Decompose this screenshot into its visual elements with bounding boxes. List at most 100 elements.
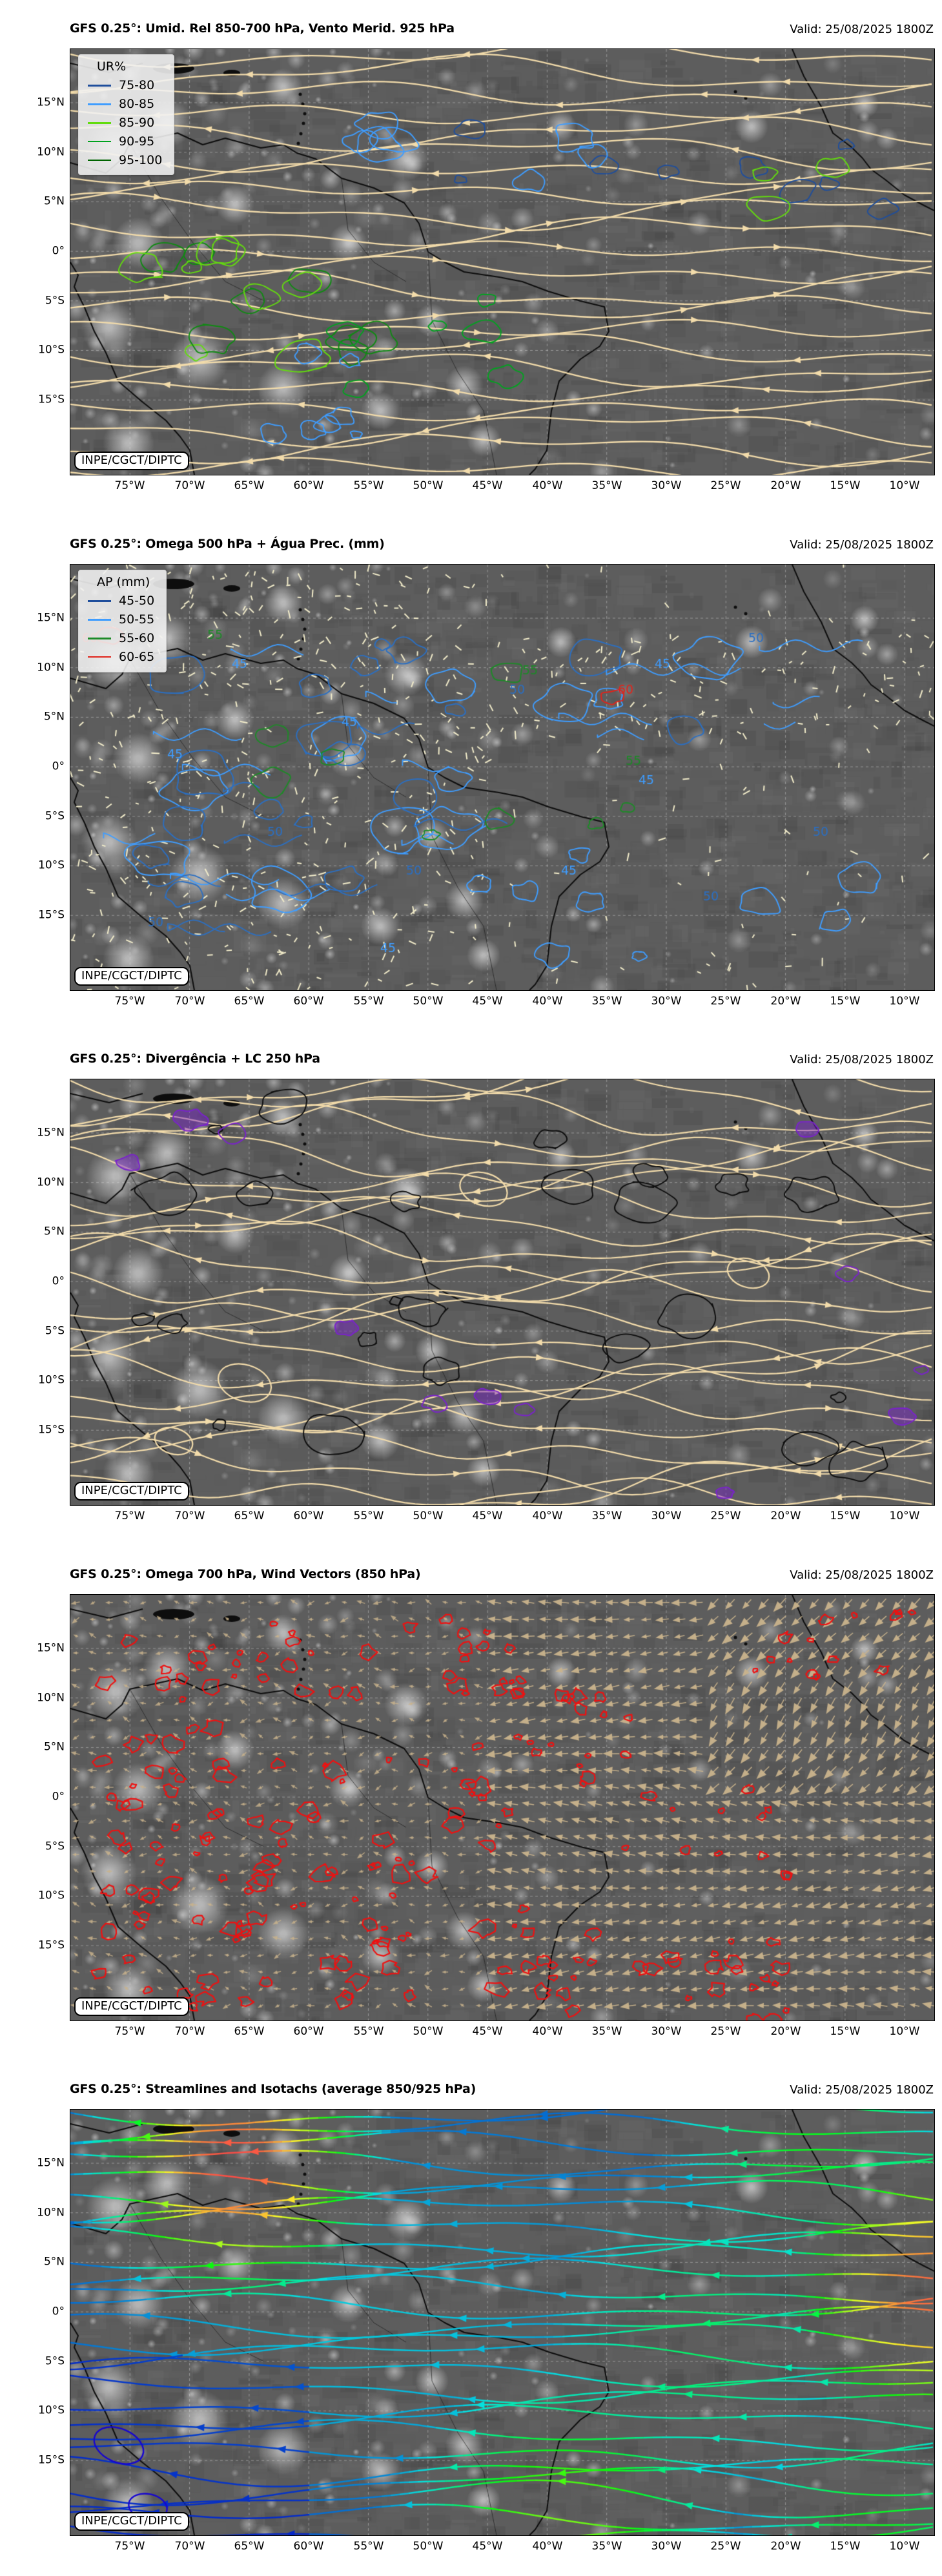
legend-line-swatch (88, 121, 111, 124)
lon-tick-label: 35°W (591, 479, 622, 492)
valid-timestamp: Valid: 25/08/2025 1800Z (790, 1568, 934, 1582)
legend-item: 95-100 (88, 152, 163, 167)
lat-tick-label: 10°S (38, 1373, 65, 1387)
lon-tick-label: 35°W (591, 2540, 622, 2553)
lon-tick-label: 60°W (293, 995, 324, 1008)
lon-tick-label: 20°W (770, 2540, 801, 2553)
lat-tick-label: 5°S (45, 1840, 65, 1853)
lat-tick-label: 10°S (38, 2404, 65, 2417)
lon-tick-label: 45°W (472, 995, 503, 1008)
lat-tick-label: 15°S (38, 908, 65, 922)
lat-tick-label: 5°N (43, 194, 65, 208)
lat-tick-label: 0° (52, 760, 65, 773)
satellite-map-canvas (70, 1079, 934, 1505)
lon-tick-label: 70°W (174, 995, 205, 1008)
lon-tick-label: 20°W (770, 1510, 801, 1522)
legend-line-swatch (88, 85, 111, 87)
lat-tick-label: 15°S (38, 1938, 65, 1952)
lon-tick-label: 25°W (710, 2540, 741, 2553)
lat-tick-label: 0° (52, 1790, 65, 1803)
legend-item: 85-90 (88, 116, 162, 130)
lon-tick-label: 50°W (413, 995, 444, 1008)
lat-tick-label: 5°N (43, 1225, 65, 1238)
watermark-badge: INPE/CGCT/DIPTC (74, 967, 189, 986)
panel-omega700-windvectors: GFS 0.25°: Omega 700 hPa, Wind Vectors (… (0, 1546, 942, 2061)
lon-tick-label: 35°W (591, 995, 622, 1008)
lon-tick-label: 35°W (591, 1510, 622, 1522)
lon-tick-label: 30°W (651, 1510, 682, 1522)
lat-tick-label: 15°S (38, 2453, 65, 2467)
lat-tick-label: 0° (52, 244, 65, 258)
lon-tick-label: 20°W (770, 479, 801, 492)
lat-tick-label: 10°N (37, 145, 65, 159)
lat-tick-label: 15°N (37, 96, 65, 109)
watermark-badge: INPE/CGCT/DIPTC (74, 1482, 189, 1501)
lon-tick-label: 65°W (234, 995, 265, 1008)
lat-tick-label: 5°S (45, 1324, 65, 1338)
legend-item-label: 45-50 (119, 594, 155, 608)
legend-item-label: 85-90 (119, 115, 155, 130)
legend-item: 80-85 (88, 96, 162, 111)
lon-tick-label: 65°W (234, 1510, 265, 1522)
map-area: INPE/CGCT/DIPTC 15°N 10°N 5°N 0° 5°S 10°S 15°S… (37, 1079, 935, 1522)
map-area: AP (mm) 45-50 50-55 55-60 60-65 INPE/CGC… (37, 564, 935, 1008)
valid-timestamp: Valid: 25/08/2025 1800Z (790, 1053, 934, 1066)
panel-title: GFS 0.25°: Umid. Rel 850-700 hPa, Vento … (70, 21, 455, 36)
legend-item-label: 75-80 (119, 78, 155, 92)
lat-tick-label: 5°N (43, 1740, 65, 1754)
legend-item: 60-65 (88, 650, 154, 664)
panel-title: GFS 0.25°: Omega 500 hPa + Água Prec. (m… (70, 537, 385, 551)
lon-tick-label: 30°W (651, 479, 682, 492)
lat-tick-label: 5°S (45, 809, 65, 823)
legend-item: 90-95 (88, 134, 162, 149)
lon-tick-label: 15°W (830, 1510, 861, 1522)
lat-tick-label: 15°N (37, 611, 65, 625)
lon-tick-label: 65°W (234, 479, 265, 492)
satellite-map-canvas (70, 49, 934, 475)
legend-line-swatch (88, 637, 111, 639)
lon-tick-label: 10°W (889, 995, 920, 1008)
panel-omega500-pwat: GFS 0.25°: Omega 500 hPa + Água Prec. (m… (0, 515, 942, 1030)
lon-tick-label: 60°W (293, 2540, 324, 2553)
lat-tick-label: 10°S (38, 1889, 65, 1902)
lat-tick-label: 15°S (38, 1423, 65, 1437)
lon-tick-label: 55°W (353, 1510, 384, 1522)
legend-line-swatch (88, 600, 111, 602)
lon-tick-label: 55°W (353, 2540, 384, 2553)
lat-tick-label: 15°N (37, 1641, 65, 1655)
lat-tick-label: 10°N (37, 1691, 65, 1705)
lon-tick-label: 40°W (532, 479, 563, 492)
satellite-map-canvas (70, 565, 934, 990)
legend-item-label: 60-65 (119, 649, 155, 664)
map-area: INPE/CGCT/DIPTC 15°N 10°N 5°N 0° 5°S 10°S 15°S… (37, 1594, 935, 2038)
panel-title: GFS 0.25°: Streamlines and Isotachs (ave… (70, 2082, 476, 2096)
watermark-badge: INPE/CGCT/DIPTC (74, 1997, 189, 2016)
lat-tick-label: 10°S (38, 343, 65, 357)
lon-tick-label: 40°W (532, 2025, 563, 2038)
legend-line-swatch (88, 159, 111, 161)
valid-timestamp: Valid: 25/08/2025 1800Z (790, 538, 934, 552)
lon-tick-label: 15°W (830, 479, 861, 492)
lon-tick-label: 30°W (651, 995, 682, 1008)
lon-tick-label: 30°W (651, 2025, 682, 2038)
lon-tick-label: 45°W (472, 1510, 503, 1522)
legend-item-label: 55-60 (119, 630, 155, 645)
satellite-map-canvas (70, 2110, 934, 2535)
panel-divergence-lc250: GFS 0.25°: Divergência + LC 250 hPa Vali… (0, 1030, 942, 1545)
panel-streamlines-isotachs: GFS 0.25°: Streamlines and Isotachs (ave… (0, 2061, 942, 2575)
lon-tick-label: 70°W (174, 2540, 205, 2553)
watermark-badge: INPE/CGCT/DIPTC (74, 452, 189, 470)
lat-tick-label: 0° (52, 1274, 65, 1288)
legend-item-label: 80-85 (119, 96, 155, 111)
valid-timestamp: Valid: 25/08/2025 1800Z (790, 2083, 934, 2097)
legend-item-label: 95-100 (119, 152, 163, 167)
lon-tick-label: 50°W (413, 2540, 444, 2553)
lon-tick-label: 65°W (234, 2025, 265, 2038)
lat-tick-label: 10°S (38, 858, 65, 872)
lat-tick-label: 0° (52, 2305, 65, 2318)
lon-tick-label: 50°W (413, 1510, 444, 1522)
legend-items: 45-50 50-55 55-60 60-65 (88, 594, 154, 664)
lon-tick-label: 10°W (889, 479, 920, 492)
panel-title: GFS 0.25°: Omega 700 hPa, Wind Vectors (… (70, 1567, 421, 1581)
lon-tick-label: 75°W (114, 479, 145, 492)
